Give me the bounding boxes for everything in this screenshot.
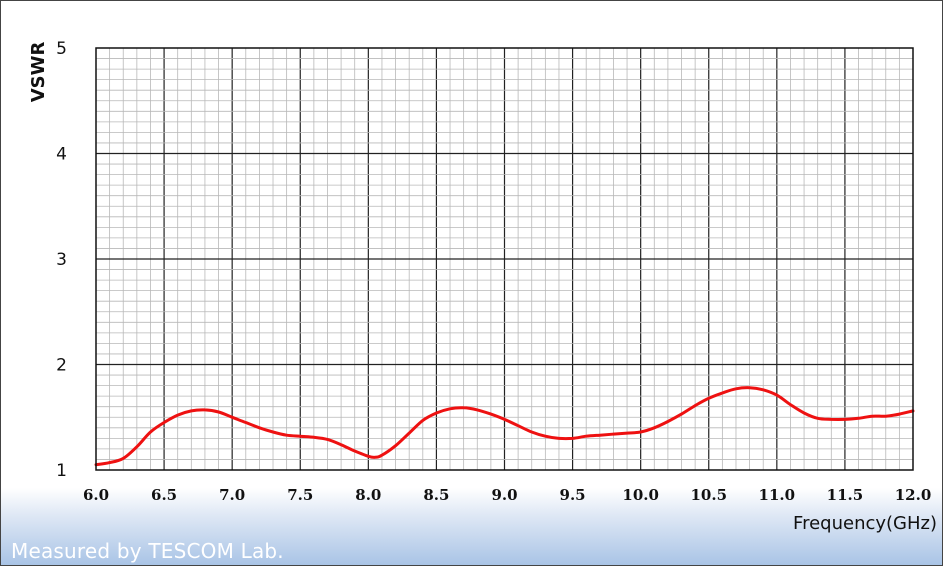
y-tick-label: 2 bbox=[56, 356, 67, 376]
plot-border bbox=[95, 47, 914, 471]
x-tick-label: 8.0 bbox=[355, 486, 381, 504]
x-tick-label: 6.5 bbox=[151, 486, 177, 504]
x-tick-label: 11.0 bbox=[759, 486, 796, 504]
vswr-series-line bbox=[94, 386, 915, 467]
x-tick-label: 9.0 bbox=[491, 486, 517, 504]
x-tick-label: 7.5 bbox=[287, 486, 313, 504]
x-tick-labels: 6.0 6.5 7.0 7.5 8.0 8.5 9.0 9.5 10.0 10.5 11.0 11.5… bbox=[83, 486, 931, 504]
grid bbox=[96, 48, 913, 470]
x-axis-label: Frequency(GHz) bbox=[793, 513, 937, 534]
y-tick-labels: 1 2 3 4 5 bbox=[56, 39, 67, 481]
x-tick-label: 10.0 bbox=[622, 486, 659, 504]
x-tick-label: 11.5 bbox=[827, 486, 864, 504]
x-tick-label: 9.5 bbox=[560, 486, 586, 504]
y-tick-label: 5 bbox=[56, 39, 67, 59]
y-tick-label: 4 bbox=[56, 145, 67, 165]
watermark-text: Measured by TESCOM Lab. bbox=[11, 539, 284, 563]
x-tick-label: 7.0 bbox=[219, 486, 245, 504]
x-tick-label: 8.5 bbox=[423, 486, 449, 504]
y-axis-label: VSWR bbox=[28, 42, 49, 103]
x-tick-label: 10.5 bbox=[690, 486, 727, 504]
x-tick-label: 6.0 bbox=[83, 486, 109, 504]
y-tick-label: 3 bbox=[56, 250, 67, 270]
y-tick-label: 1 bbox=[56, 461, 67, 481]
x-tick-label: 12.0 bbox=[895, 486, 932, 504]
data-line-group bbox=[94, 386, 915, 467]
footer-gradient-band bbox=[1, 488, 942, 565]
